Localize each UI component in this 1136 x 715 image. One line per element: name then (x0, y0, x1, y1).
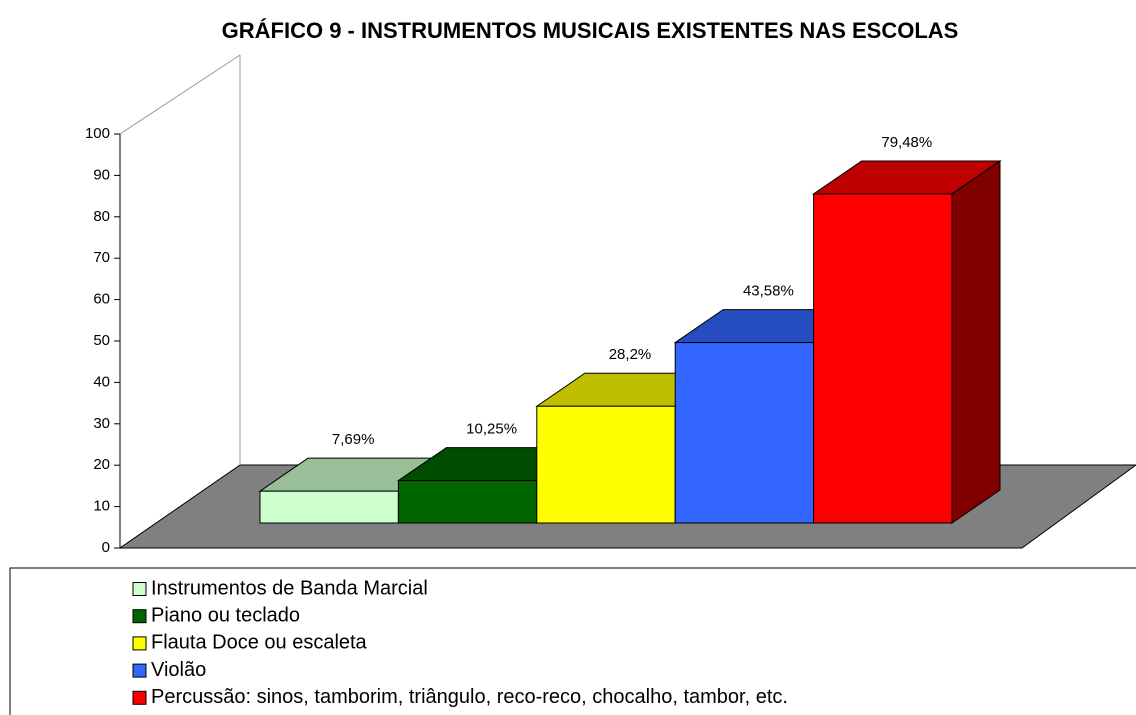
bar (259, 490, 399, 524)
bar (397, 480, 538, 524)
y-tick-label: 40 (93, 373, 110, 390)
legend-label: Violão (151, 659, 206, 681)
legend-swatch (132, 609, 147, 624)
legend-label: Flauta Doce ou escaleta (151, 632, 368, 654)
chart-title: GRÁFICO 9 - INSTRUMENTOS MUSICAIS EXISTE… (222, 18, 959, 43)
legend-label: Instrumentos de Banda Marcial (151, 577, 428, 599)
legend-swatch (132, 690, 147, 705)
value-label: 10,25% (466, 421, 517, 438)
y-tick-label: 0 (102, 539, 110, 556)
y-tick-label: 90 (93, 166, 110, 183)
y-tick-label: 30 (93, 415, 110, 432)
legend-label: Piano ou teclado (151, 604, 300, 626)
y-tick-label: 50 (93, 332, 110, 349)
wall-top-edge (119, 54, 241, 135)
value-label: 43,58% (743, 283, 794, 300)
value-label: 79,48% (881, 134, 932, 151)
y-tick-label: 60 (93, 291, 110, 308)
bar (674, 342, 815, 524)
legend-swatch (132, 582, 147, 596)
y-tick-label: 100 (85, 125, 110, 142)
bar (813, 193, 953, 524)
legend-box (9, 567, 1136, 715)
value-label: 28,2% (609, 346, 652, 363)
bar-side (951, 160, 1001, 524)
legend-label: Percussão: sinos, tamborim, triângulo, r… (151, 686, 788, 708)
legend-swatch (132, 636, 147, 651)
legend-swatch (132, 663, 147, 678)
bar (536, 405, 676, 524)
y-tick-label: 70 (93, 249, 110, 266)
y-tick-label: 20 (93, 456, 110, 473)
y-tick-label: 80 (93, 208, 110, 225)
value-label: 7,69% (332, 431, 375, 448)
y-tick-label: 10 (93, 498, 110, 515)
